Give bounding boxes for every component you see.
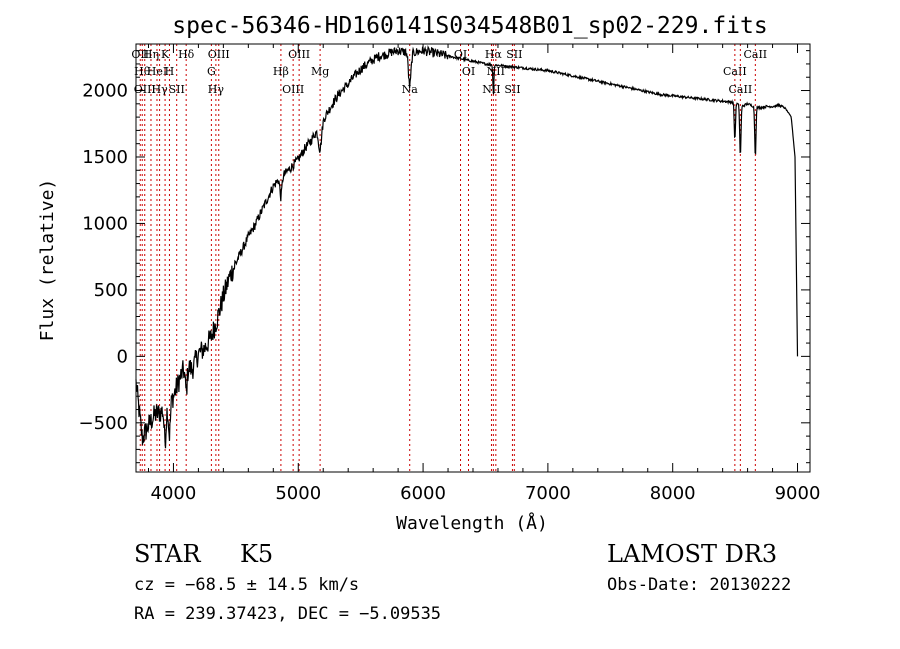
- object-class: STAR: [134, 540, 201, 568]
- line-label: Hδ: [178, 48, 195, 61]
- line-label: Na: [402, 83, 419, 96]
- line-label: CaII: [729, 83, 753, 96]
- plot-frame: [135, 43, 811, 473]
- x-tick-label: 8000: [650, 483, 696, 504]
- line-label: K: [161, 48, 170, 61]
- redshift-info: cz = −68.5 ± 14.5 km/s: [134, 575, 360, 595]
- line-label: Hβ: [273, 65, 289, 78]
- y-tick-label: −500: [79, 413, 128, 434]
- coordinates: RA = 239.37423, DEC = −5.09535: [134, 604, 442, 624]
- line-label: SII: [169, 83, 185, 96]
- line-label: Hη: [143, 48, 159, 61]
- line-label: Hγ: [208, 83, 225, 96]
- line-label: SII: [506, 48, 522, 61]
- line-label: G: [207, 65, 216, 78]
- spectrum-line: [135, 45, 799, 449]
- x-tick-label: 9000: [775, 483, 821, 504]
- line-label: Hγ: [152, 83, 169, 96]
- y-tick-label: 1500: [82, 147, 128, 168]
- line-label: Mg: [311, 65, 329, 78]
- line-label: Hθ: [134, 65, 151, 78]
- y-tick-label: 0: [117, 346, 128, 367]
- x-tick-label: 6000: [400, 483, 446, 504]
- line-label: SII: [504, 83, 520, 96]
- object-subclass: K5: [240, 540, 274, 568]
- chart-title: spec-56346-HD160141S034548B01_sp02-229.f…: [172, 13, 767, 39]
- x-tick-label: 5000: [275, 483, 321, 504]
- line-label: NII: [487, 65, 505, 78]
- line-label: OIII: [288, 48, 310, 61]
- y-tick-label: 2000: [82, 81, 128, 102]
- x-tick-label: 7000: [525, 483, 571, 504]
- x-tick-label: 4000: [151, 483, 197, 504]
- y-tick-label: 500: [94, 280, 128, 301]
- y-axis-label: Flux (relative): [37, 179, 58, 342]
- line-label: H: [165, 65, 175, 78]
- y-tick-label: 1000: [82, 213, 128, 234]
- line-label: CaII: [743, 48, 767, 61]
- line-label: OI: [462, 65, 475, 78]
- axis-ticks: 4000 5000 6000 7000 8000 9000 −500 0 500 1000 1500…: [79, 44, 821, 504]
- line-label: CaII: [723, 65, 747, 78]
- observation-date: Obs-Date: 20130222: [607, 575, 792, 595]
- x-axis-label: Wavelength (Å): [396, 512, 548, 534]
- spectral-line-markers: OIIHθOIIIHηHeIHγKHSIIHδGHγOIIIHβOIIIOIII…: [131, 44, 767, 472]
- line-label: NII: [482, 83, 500, 96]
- line-label: OIII: [208, 48, 230, 61]
- line-label: HeI: [147, 65, 167, 78]
- line-label: OIII: [134, 83, 156, 96]
- line-label: Hα: [485, 48, 503, 61]
- survey-name: LAMOST DR3: [607, 540, 778, 568]
- line-label: OIII: [282, 83, 304, 96]
